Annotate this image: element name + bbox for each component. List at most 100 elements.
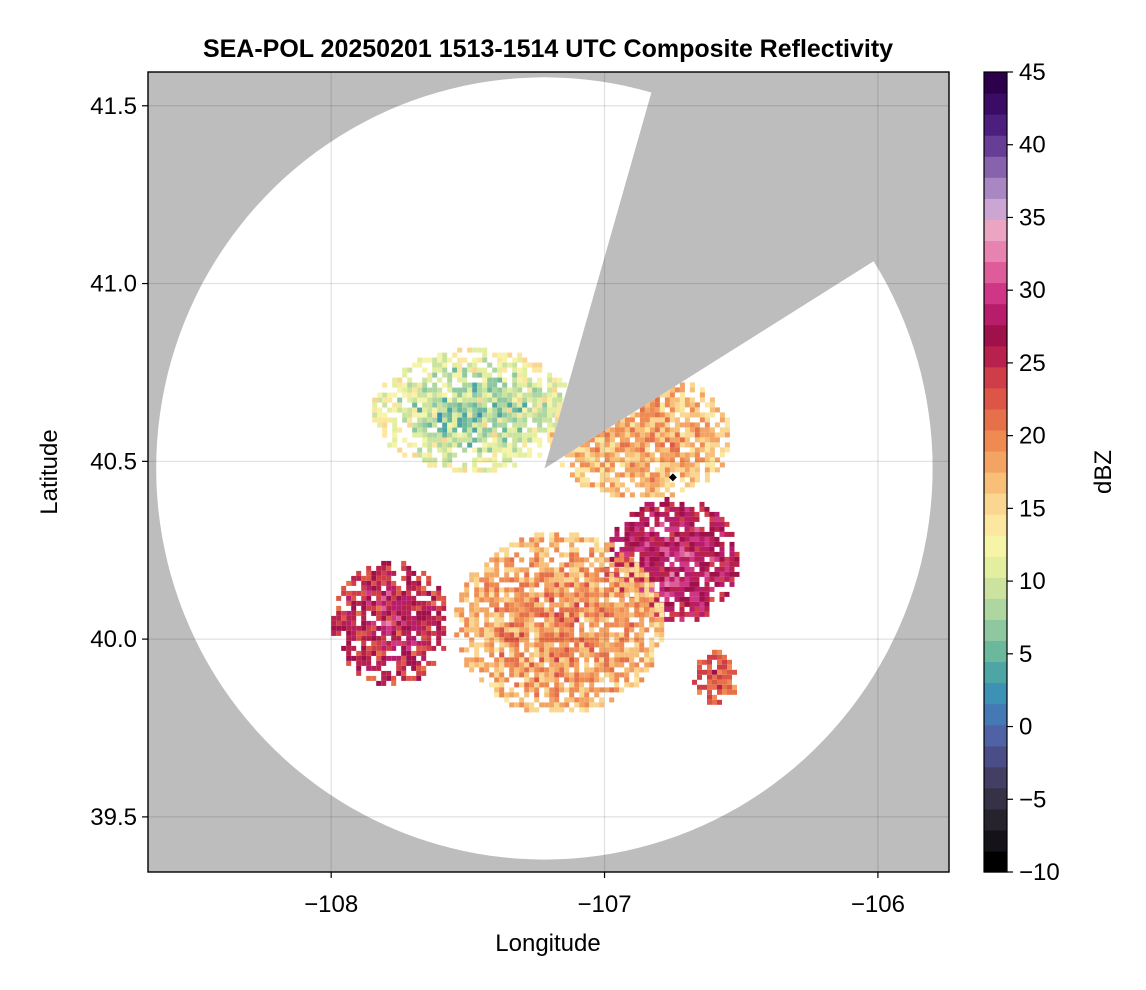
reflectivity-cell	[421, 645, 427, 651]
reflectivity-cell	[724, 447, 730, 453]
reflectivity-cell	[589, 617, 595, 623]
reflectivity-cell	[529, 557, 535, 563]
reflectivity-cell	[421, 620, 427, 626]
reflectivity-cell	[654, 492, 660, 498]
reflectivity-cell	[639, 422, 645, 428]
reflectivity-cell	[589, 587, 595, 593]
reflectivity-cell	[477, 387, 483, 393]
reflectivity-cell	[524, 627, 530, 633]
reflectivity-cell	[489, 682, 495, 688]
reflectivity-cell	[679, 397, 685, 403]
reflectivity-cell	[522, 357, 528, 363]
reflectivity-cell	[381, 670, 387, 676]
reflectivity-cell	[679, 551, 685, 557]
reflectivity-cell	[346, 620, 352, 626]
reflectivity-cell	[679, 506, 685, 512]
reflectivity-cell	[474, 592, 480, 598]
reflectivity-cell	[639, 467, 645, 473]
reflectivity-cell	[524, 597, 530, 603]
reflectivity-cell	[519, 662, 525, 668]
colorbar-tick-label: 25	[1019, 350, 1046, 377]
reflectivity-cell	[492, 392, 498, 398]
reflectivity-cell	[604, 467, 610, 473]
reflectivity-cell	[644, 607, 650, 613]
reflectivity-cell	[431, 600, 437, 606]
reflectivity-cell	[544, 617, 550, 623]
reflectivity-cell	[654, 477, 660, 483]
reflectivity-cell	[492, 352, 498, 358]
reflectivity-cell	[579, 692, 585, 698]
reflectivity-cell	[634, 467, 640, 473]
reflectivity-cell	[707, 694, 712, 700]
reflectivity-cell	[469, 617, 475, 623]
reflectivity-cell	[467, 382, 473, 388]
reflectivity-cell	[729, 541, 735, 547]
reflectivity-cell	[649, 601, 655, 607]
reflectivity-cell	[437, 357, 443, 363]
reflectivity-cell	[679, 586, 685, 592]
reflectivity-cell	[554, 602, 560, 608]
reflectivity-cell	[614, 531, 620, 537]
reflectivity-cell	[599, 607, 605, 613]
reflectivity-cell	[524, 657, 530, 663]
reflectivity-cell	[694, 427, 700, 433]
reflectivity-cell	[529, 677, 535, 683]
reflectivity-cell	[532, 397, 538, 403]
reflectivity-cell	[504, 662, 510, 668]
reflectivity-cell	[574, 667, 580, 673]
reflectivity-cell	[507, 417, 513, 423]
reflectivity-cell	[432, 362, 438, 368]
reflectivity-cell	[659, 457, 665, 463]
reflectivity-cell	[534, 597, 540, 603]
reflectivity-cell	[392, 432, 398, 438]
reflectivity-cell	[376, 680, 382, 686]
reflectivity-cell	[497, 462, 503, 468]
reflectivity-cell	[447, 377, 453, 383]
reflectivity-cell	[532, 407, 538, 413]
reflectivity-cell	[514, 702, 520, 708]
reflectivity-cell	[534, 557, 540, 563]
reflectivity-cell	[407, 422, 413, 428]
reflectivity-cell	[634, 677, 640, 683]
reflectivity-cell	[574, 687, 580, 693]
reflectivity-cell	[722, 689, 727, 695]
reflectivity-cell	[699, 392, 705, 398]
reflectivity-cell	[416, 600, 422, 606]
reflectivity-cell	[674, 397, 680, 403]
reflectivity-cell	[654, 437, 660, 443]
reflectivity-cell	[654, 556, 660, 562]
reflectivity-cell	[489, 647, 495, 653]
reflectivity-cell	[416, 620, 422, 626]
reflectivity-cell	[669, 437, 675, 443]
reflectivity-cell	[489, 637, 495, 643]
reflectivity-cell	[649, 652, 655, 658]
reflectivity-cell	[559, 617, 565, 623]
reflectivity-cell	[484, 667, 490, 673]
reflectivity-cell	[467, 387, 473, 393]
reflectivity-cell	[377, 397, 383, 403]
reflectivity-cell	[539, 592, 545, 598]
reflectivity-cell	[507, 457, 513, 463]
reflectivity-cell	[579, 682, 585, 688]
reflectivity-cell	[492, 407, 498, 413]
reflectivity-cell	[689, 402, 695, 408]
reflectivity-cell	[401, 600, 407, 606]
colorbar-segment	[984, 829, 1007, 852]
reflectivity-cell	[699, 591, 705, 597]
reflectivity-cell	[634, 457, 640, 463]
reflectivity-cell	[547, 392, 553, 398]
reflectivity-cell	[507, 362, 513, 368]
reflectivity-cell	[679, 432, 685, 438]
reflectivity-cell	[654, 551, 660, 557]
reflectivity-cell	[427, 392, 433, 398]
reflectivity-cell	[392, 442, 398, 448]
reflectivity-cell	[624, 487, 630, 493]
reflectivity-cell	[574, 537, 580, 543]
reflectivity-cell	[422, 437, 428, 443]
reflectivity-cell	[619, 642, 625, 648]
reflectivity-cell	[694, 432, 700, 438]
reflectivity-cell	[604, 577, 610, 583]
reflectivity-cell	[482, 437, 488, 443]
reflectivity-cell	[609, 562, 615, 568]
reflectivity-cell	[624, 567, 630, 573]
